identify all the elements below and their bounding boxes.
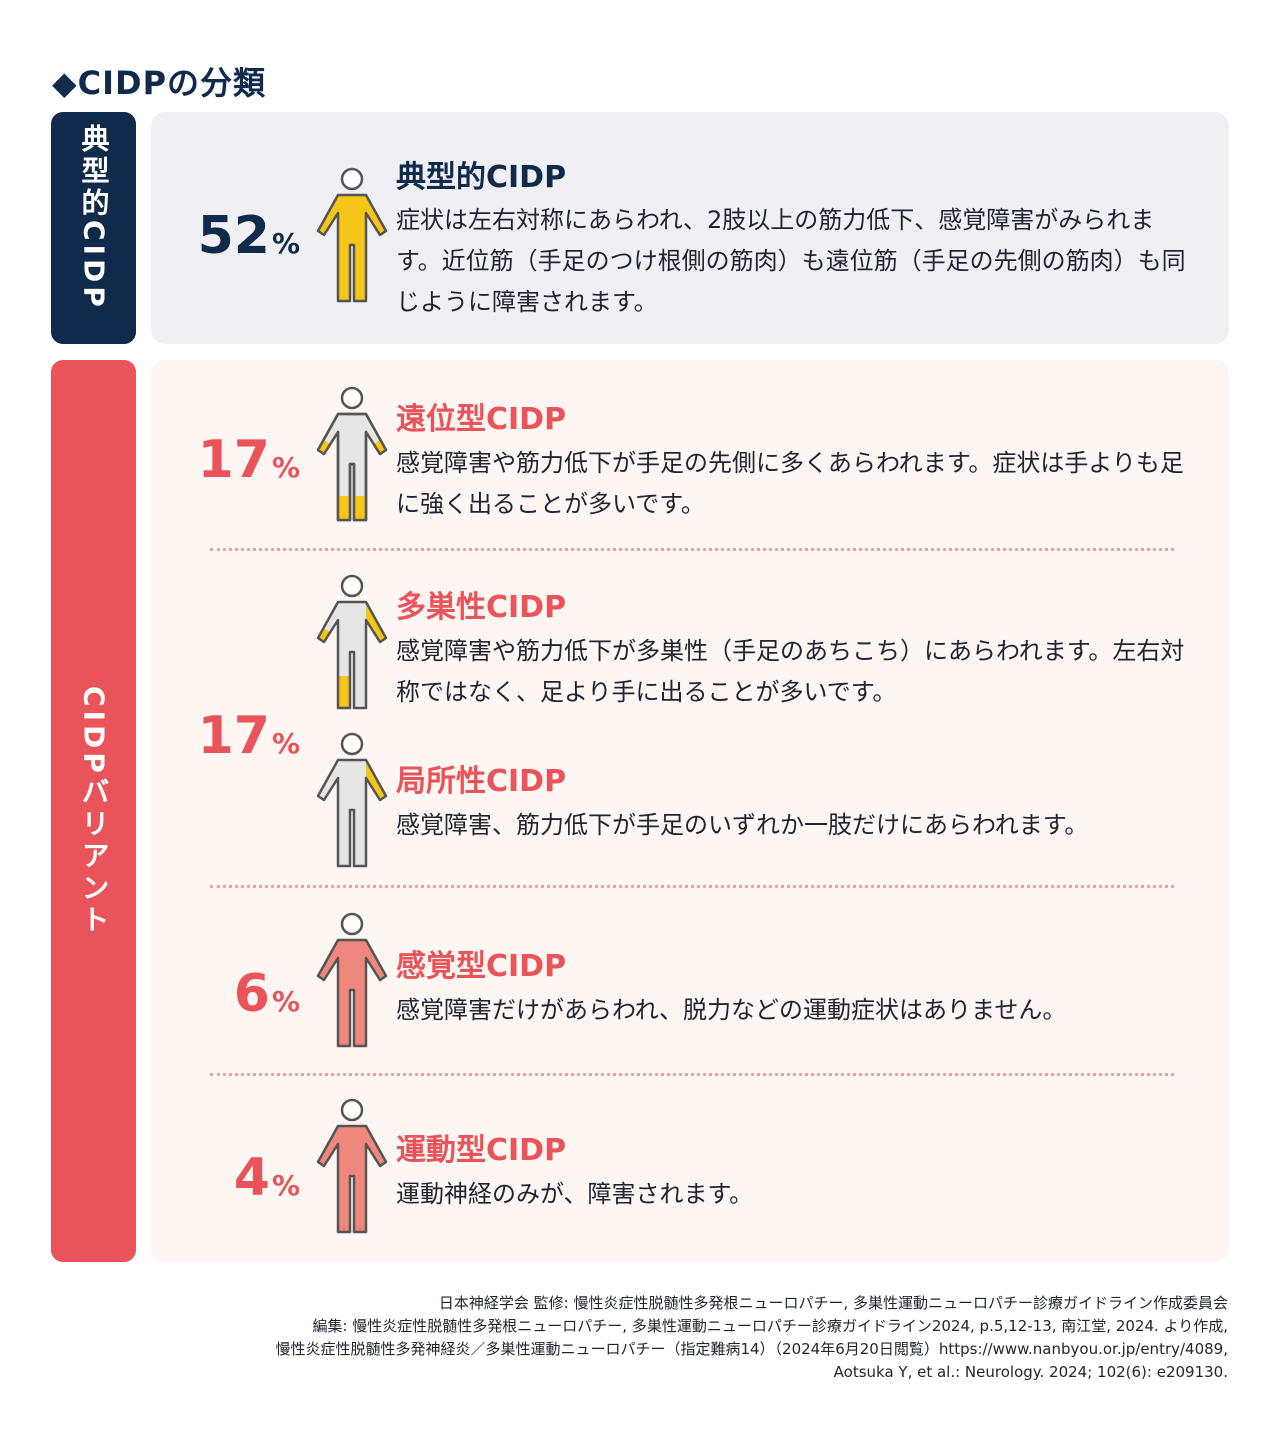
title-multifocal: 多巣性CIDP xyxy=(396,590,567,625)
page-title: ◆CIDPの分類 xyxy=(52,58,266,104)
group-label-typical: 典型的CIDP xyxy=(51,112,136,344)
divider xyxy=(210,548,1174,551)
body-figure-motor-icon xyxy=(316,1098,388,1234)
desc-typical: 症状は左右対称にあらわれ、2肢以上の筋力低下、感覚障害がみられます。近位筋（手足… xyxy=(396,206,1186,316)
references: 日本神経学会 監修: 慢性炎症性脱髄性多発根ニューロパチー, 多巣性運動ニューロ… xyxy=(128,1292,1228,1384)
divider xyxy=(210,885,1174,888)
desc-multifocal: 感覚障害や筋力低下が多巣性（手足のあちこち）にあらわれます。左右対称ではなく、足… xyxy=(396,637,1185,706)
title-focal: 局所性CIDP xyxy=(396,764,567,799)
desc-motor: 運動神経のみが、障害されます。 xyxy=(396,1180,754,1208)
desc-focal: 感覚障害、筋力低下が手足のいずれか一肢だけにあらわれます。 xyxy=(396,811,1089,839)
body-figure-distal-icon xyxy=(316,386,388,522)
percent-motor: 4% xyxy=(233,1148,300,1208)
desc-distal: 感覚障害や筋力低下が手足の先側に多くあらわれます。症状は手よりも足に強く出ること… xyxy=(396,449,1184,518)
typical-panel xyxy=(151,112,1229,344)
title-typical: 典型的CIDP xyxy=(396,160,567,195)
desc-sensory: 感覚障害だけがあらわれ、脱力などの運動症状はありません。 xyxy=(396,996,1067,1024)
reference-line: Aotsuka Y, et al.: Neurology. 2024; 102(… xyxy=(833,1363,1228,1381)
percent-multifocal-focal: 17% xyxy=(197,706,300,766)
body-figure-focal-icon xyxy=(316,732,388,868)
reference-line: 慢性炎症性脱髄性多発神経炎／多巣性運動ニューロパチー（指定難病14）（2024年… xyxy=(275,1340,1228,1358)
body-figure-sensory-icon xyxy=(316,912,388,1048)
reference-line: 日本神経学会 監修: 慢性炎症性脱髄性多発根ニューロパチー, 多巣性運動ニューロ… xyxy=(438,1294,1228,1312)
title-sensory: 感覚型CIDP xyxy=(396,949,567,984)
group-label-variant: CIDPバリアント xyxy=(51,360,136,1262)
variant-panel xyxy=(151,360,1229,1262)
title-distal: 遠位型CIDP xyxy=(396,402,567,437)
body-figure-multifocal-icon xyxy=(316,574,388,710)
percent-typical: 52% xyxy=(197,206,300,266)
body-figure-typical-icon xyxy=(316,167,388,303)
percent-sensory: 6% xyxy=(233,964,300,1024)
title-motor: 運動型CIDP xyxy=(396,1133,567,1168)
divider xyxy=(210,1073,1174,1076)
percent-distal: 17% xyxy=(197,430,300,490)
reference-line: 編集: 慢性炎症性脱髄性多発根ニューロパチー, 多巣性運動ニューロパチー診療ガイ… xyxy=(312,1317,1228,1335)
title-text: ◆CIDPの分類 xyxy=(52,64,267,102)
